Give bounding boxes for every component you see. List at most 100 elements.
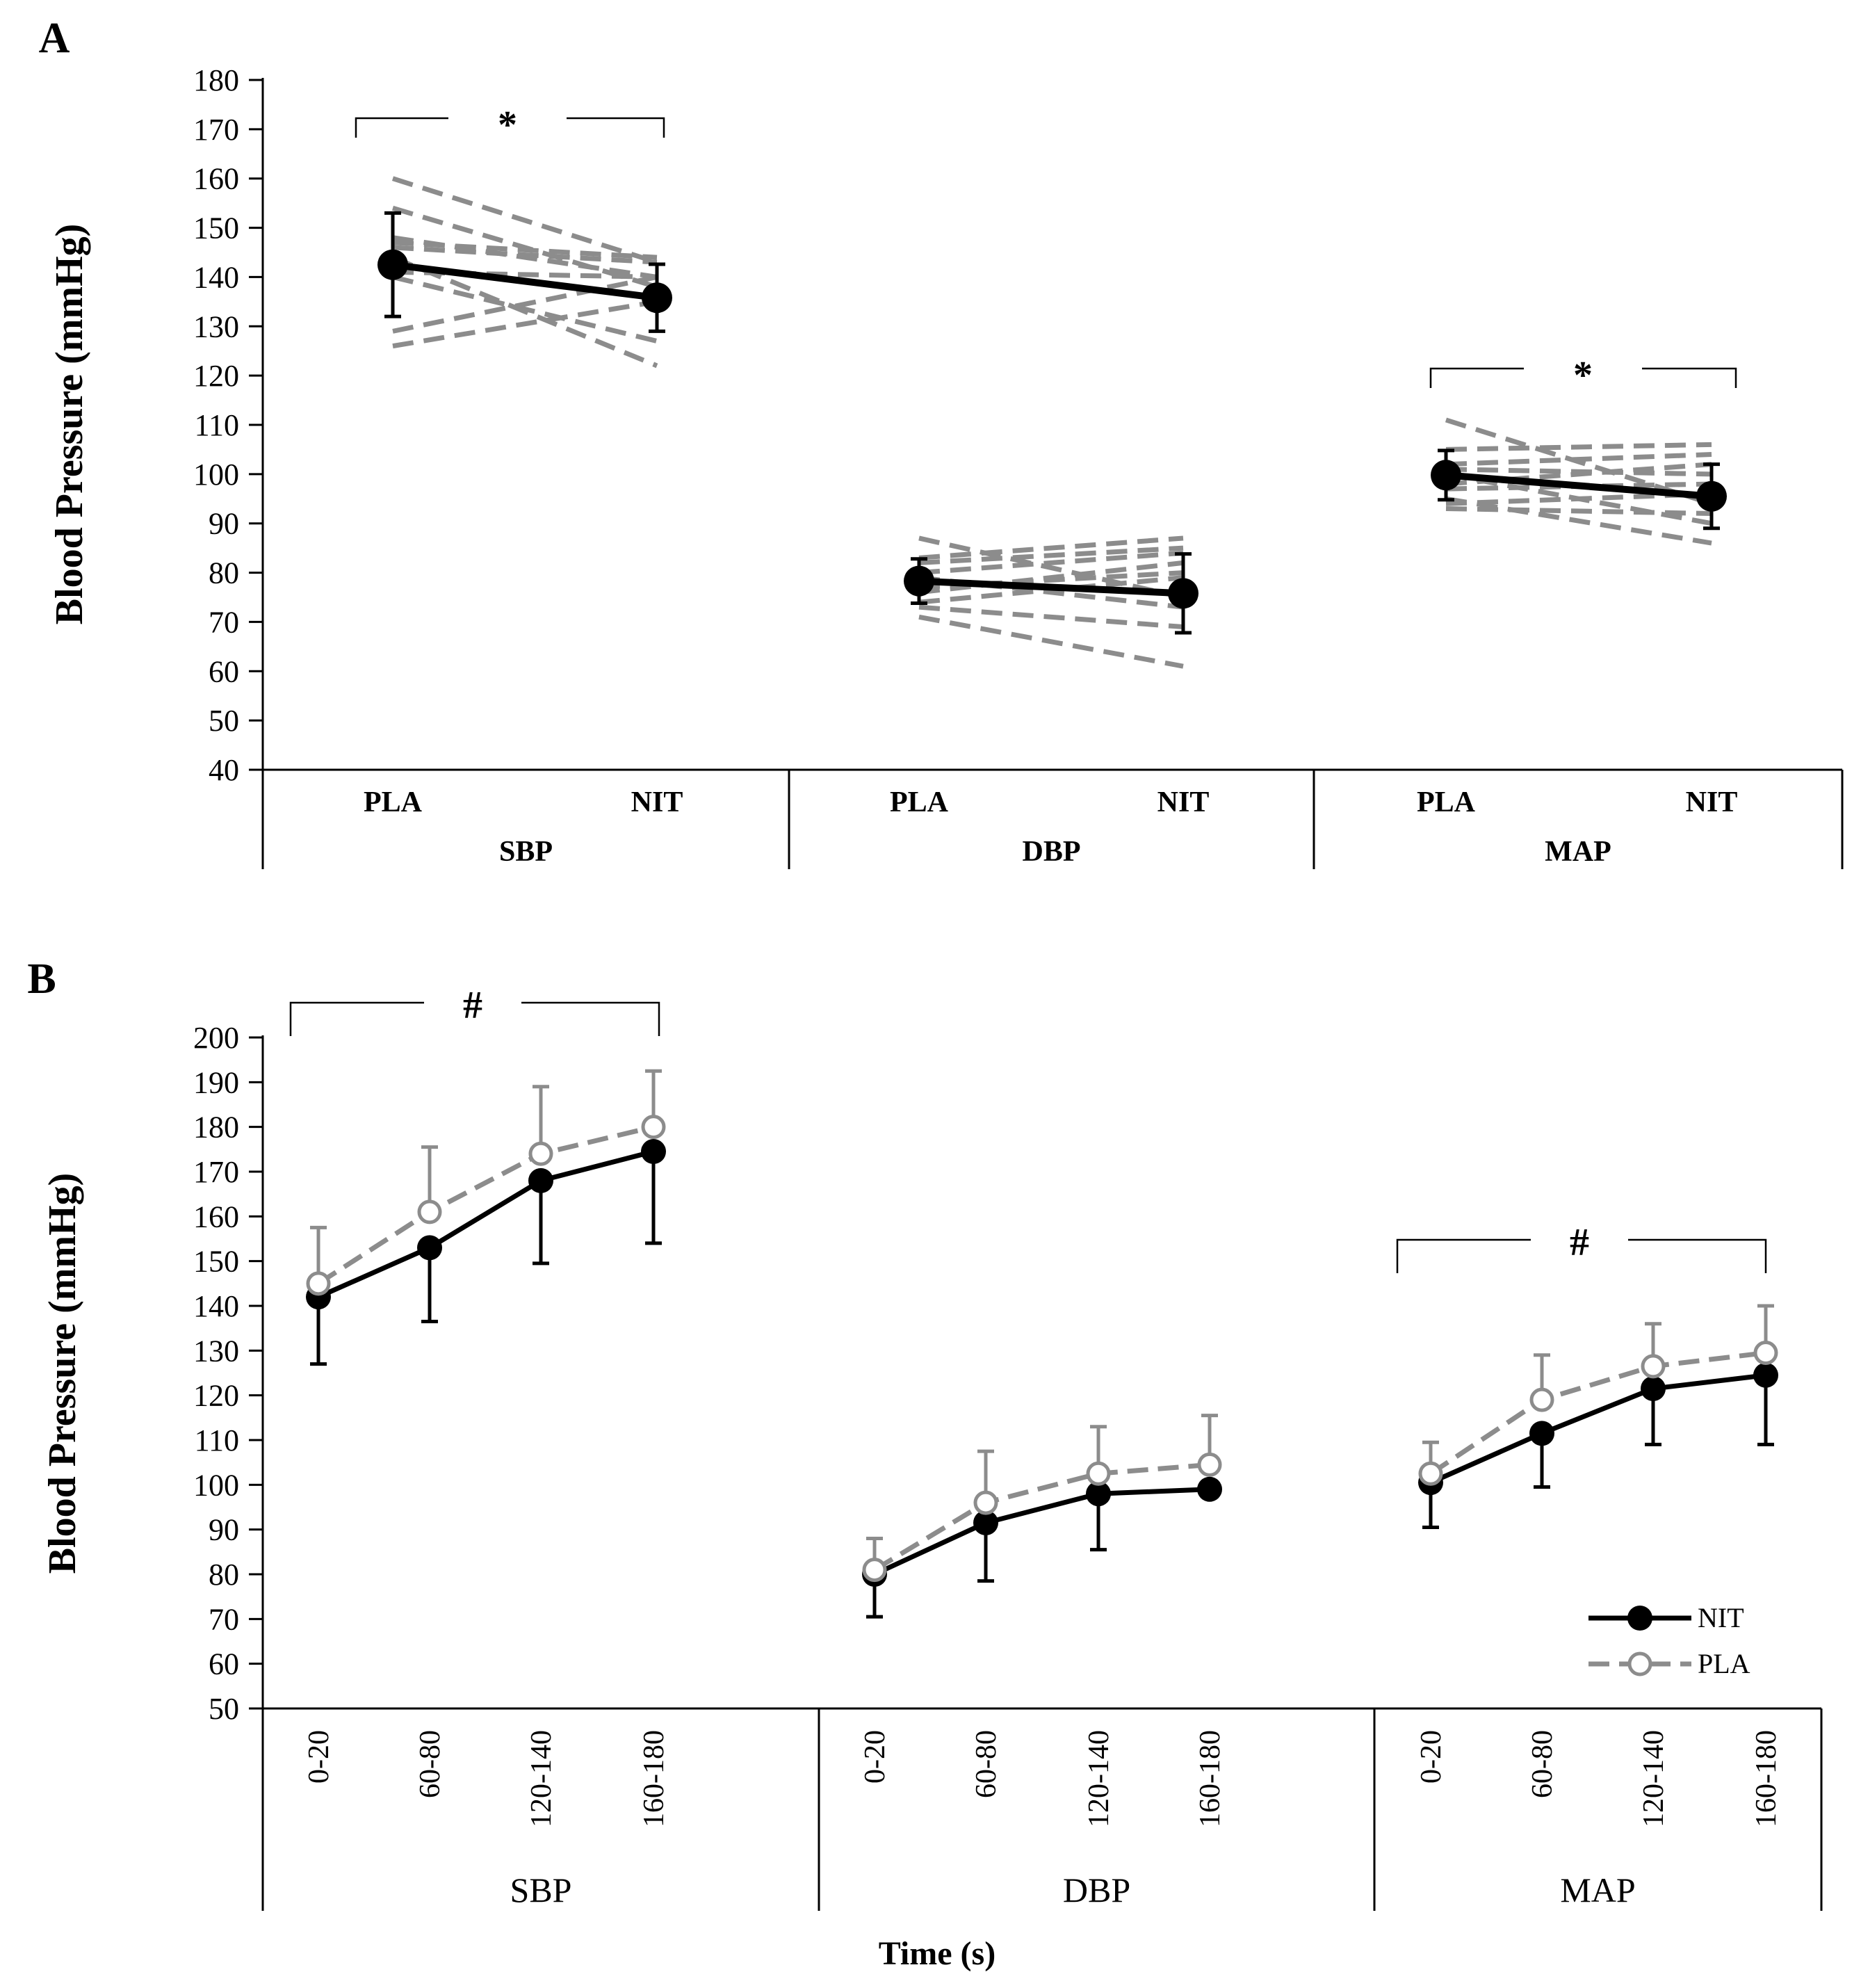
individual-line [1445, 442, 1712, 452]
nit-series-line [317, 1149, 654, 1300]
y-tick-label: 40 [209, 753, 239, 787]
significance-bracket [289, 1001, 424, 1036]
y-tick-label: 50 [209, 704, 239, 738]
nit-point [973, 1510, 998, 1536]
individual-line [918, 535, 1184, 600]
time-bin-label: 0-20 [859, 1730, 891, 1784]
category-label-pla: PLA [890, 786, 949, 818]
mean-point [904, 565, 934, 597]
y-tick-label: 90 [209, 1513, 239, 1547]
pla-point [417, 1199, 442, 1225]
y-tick-label: 170 [193, 113, 239, 147]
y-tick-label: 190 [193, 1065, 239, 1099]
time-bin-label: 120-140 [1083, 1730, 1115, 1827]
y-tick-label: 60 [209, 654, 239, 688]
individual-line [918, 614, 1184, 669]
individual-line [1445, 496, 1712, 546]
y-tick-label: 60 [209, 1647, 239, 1681]
pla-series-line [1429, 1350, 1766, 1476]
category-label-pla: PLA [364, 786, 423, 818]
mean-point [642, 282, 672, 314]
mean-point [1696, 480, 1727, 512]
nit-point [1753, 1362, 1778, 1388]
individual-line [391, 176, 658, 265]
group-label: DBP [1063, 1870, 1130, 1909]
legend-pla-marker [1627, 1651, 1652, 1676]
category-label-nit: NIT [631, 786, 683, 818]
legend-pla-label: PLA [1698, 1648, 1750, 1679]
y-tick-label: 80 [209, 1558, 239, 1592]
significance-bracket [355, 117, 448, 138]
nit-point [641, 1139, 666, 1165]
pla-point [1197, 1452, 1222, 1477]
y-tick-label: 160 [193, 162, 239, 196]
time-bin-label: 120-140 [526, 1730, 558, 1827]
category-label-nit: NIT [1157, 786, 1210, 818]
mean-point [1168, 578, 1198, 609]
y-tick-label: 120 [193, 359, 239, 393]
panel-a: A 40 50 60 70 80 90 100 110 120 130 140 150 160 170 180… [39, 15, 1844, 869]
y-tick-label: 130 [193, 1334, 239, 1368]
time-bin-label: 60-80 [414, 1730, 446, 1798]
individual-line [1445, 467, 1712, 477]
nit-point [1641, 1376, 1666, 1402]
time-bin-label: 0-20 [1415, 1730, 1447, 1784]
y-tick-label: 200 [193, 1021, 239, 1055]
y-tick-label: 110 [195, 408, 239, 442]
pla-series-line [317, 1124, 654, 1286]
mean-line [1445, 471, 1712, 500]
y-tick-label: 100 [193, 458, 239, 492]
y-tick-label: 180 [193, 1110, 239, 1145]
group-label: MAP [1560, 1870, 1635, 1909]
panel-label: A [39, 15, 70, 62]
significance-marker: # [463, 984, 482, 1027]
y-tick-label: 90 [209, 507, 239, 541]
pla-point [641, 1115, 666, 1140]
significance-bracket [1642, 367, 1737, 388]
pla-point [1753, 1341, 1778, 1366]
individual-line [391, 205, 658, 289]
time-bin-label: 120-140 [1638, 1730, 1670, 1827]
significance-bracket [1429, 367, 1524, 388]
nit-point [1529, 1421, 1554, 1446]
y-tick-label: 120 [193, 1379, 239, 1413]
mean-line [918, 577, 1184, 597]
y-tick-label: 110 [195, 1423, 239, 1457]
group-label: DBP [1023, 836, 1081, 868]
pla-point [862, 1558, 887, 1583]
individual-line [392, 240, 658, 260]
individual-line [918, 545, 1184, 565]
individual-line [1445, 452, 1712, 467]
time-bin-label: 60-80 [970, 1730, 1002, 1798]
y-tick-label: 170 [193, 1155, 239, 1189]
legend-nit-marker [1627, 1606, 1652, 1631]
individual-line [918, 604, 1184, 630]
x-axis-title: Time (s) [879, 1935, 995, 1972]
pla-point [973, 1490, 998, 1515]
y-tick-label: 80 [209, 556, 239, 590]
pla-point [1418, 1461, 1443, 1486]
nit-point [1197, 1476, 1222, 1502]
legend: NIT PLA [1588, 1602, 1750, 1679]
time-bin-label: 160-180 [638, 1730, 670, 1827]
nit-series-line [873, 1487, 1210, 1577]
pla-point [1086, 1461, 1111, 1486]
y-tick-label: 70 [209, 1602, 239, 1636]
group-label: MAP [1545, 836, 1611, 868]
y-tick-label: 150 [193, 1245, 239, 1279]
category-label-nit: NIT [1686, 786, 1738, 818]
pla-series-line [873, 1462, 1210, 1572]
significance-marker: * [1573, 354, 1593, 397]
group-label: SBP [499, 836, 553, 868]
nit-point [417, 1235, 442, 1261]
group-label: SBP [510, 1870, 572, 1909]
y-tick-label: 50 [209, 1692, 239, 1726]
individual-line [392, 245, 658, 265]
y-tick-label: 160 [193, 1199, 239, 1234]
pla-point [1641, 1354, 1666, 1379]
significance-bracket [1628, 1238, 1767, 1273]
time-bin-label: 160-180 [1750, 1730, 1782, 1827]
individual-line [392, 274, 658, 334]
pla-point [306, 1271, 331, 1296]
